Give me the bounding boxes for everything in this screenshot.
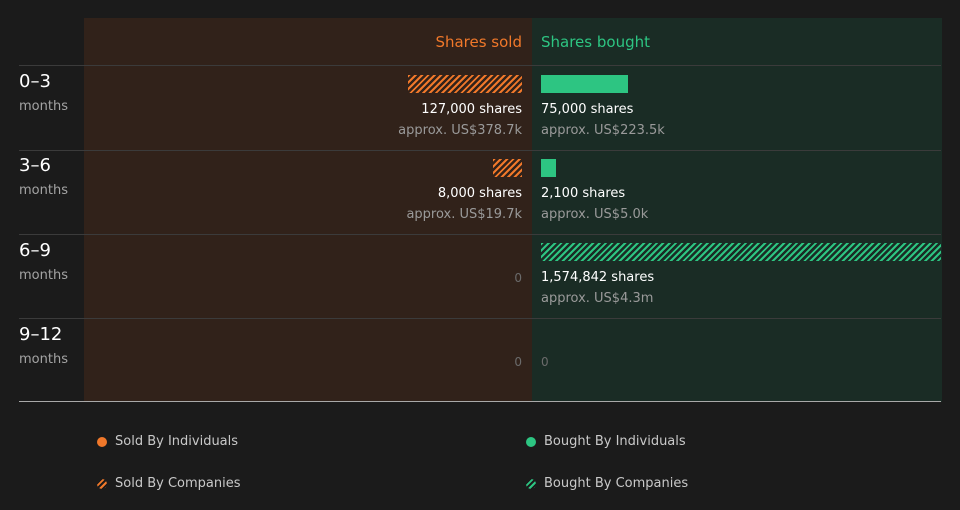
sold-bar	[408, 75, 522, 93]
bought-bar	[541, 75, 628, 93]
period-range: 6–9	[19, 240, 51, 261]
bought-zero-label: 0	[541, 355, 549, 369]
sold-value-label: approx. US$378.7k	[398, 123, 522, 138]
bought-value-label: approx. US$5.0k	[541, 207, 649, 222]
period-label: 3–6 months	[19, 155, 68, 200]
row-divider	[19, 65, 941, 66]
legend-item-sold-individuals: Sold By Individuals	[97, 434, 238, 449]
legend-item-bought-companies: Bought By Companies	[526, 476, 688, 491]
shares-bought-header: Shares bought	[541, 33, 650, 51]
legend-label: Bought By Companies	[544, 476, 689, 491]
baseline-axis	[19, 401, 941, 402]
legend-item-bought-individuals: Bought By Individuals	[526, 434, 686, 449]
legend-label: Sold By Companies	[115, 476, 241, 491]
period-unit: months	[19, 183, 68, 198]
period-label: 0–3 months	[19, 71, 68, 116]
bought-shares-label: 1,574,842 shares	[541, 270, 655, 285]
period-range: 0–3	[19, 71, 51, 92]
legend-label: Sold By Individuals	[115, 434, 239, 449]
period-unit: months	[19, 352, 68, 367]
period-unit: months	[19, 99, 68, 114]
sold-value-label: approx. US$19.7k	[406, 207, 522, 222]
bought-shares-label: 2,100 shares	[541, 186, 626, 201]
sold-zero-label: 0	[514, 271, 522, 285]
period-range: 3–6	[19, 155, 51, 176]
bought-value-label: approx. US$4.3m	[541, 291, 654, 306]
hatched-orange-dot-icon	[97, 478, 107, 489]
legend-label: Bought By Individuals	[544, 434, 686, 449]
solid-green-dot-icon	[526, 436, 536, 447]
period-range: 9–12	[19, 324, 63, 345]
sold-bar	[493, 159, 522, 177]
row-divider	[19, 318, 941, 319]
sold-zero-label: 0	[514, 355, 522, 369]
bought-bar	[541, 159, 556, 177]
solid-orange-dot-icon	[97, 436, 107, 447]
period-label: 6–9 months	[19, 240, 68, 285]
bought-bar	[541, 243, 941, 261]
bought-value-label: approx. US$223.5k	[541, 123, 665, 138]
bought-shares-label: 75,000 shares	[541, 102, 634, 117]
sold-shares-label: 8,000 shares	[437, 186, 522, 201]
legend-item-sold-companies: Sold By Companies	[97, 476, 240, 491]
hatched-green-dot-icon	[526, 478, 536, 489]
period-label: 9–12 months	[19, 324, 68, 369]
sold-shares-label: 127,000 shares	[421, 102, 522, 117]
shares-sold-header: Shares sold	[435, 33, 522, 51]
row-divider	[19, 234, 941, 235]
row-divider	[19, 150, 941, 151]
period-unit: months	[19, 268, 68, 283]
